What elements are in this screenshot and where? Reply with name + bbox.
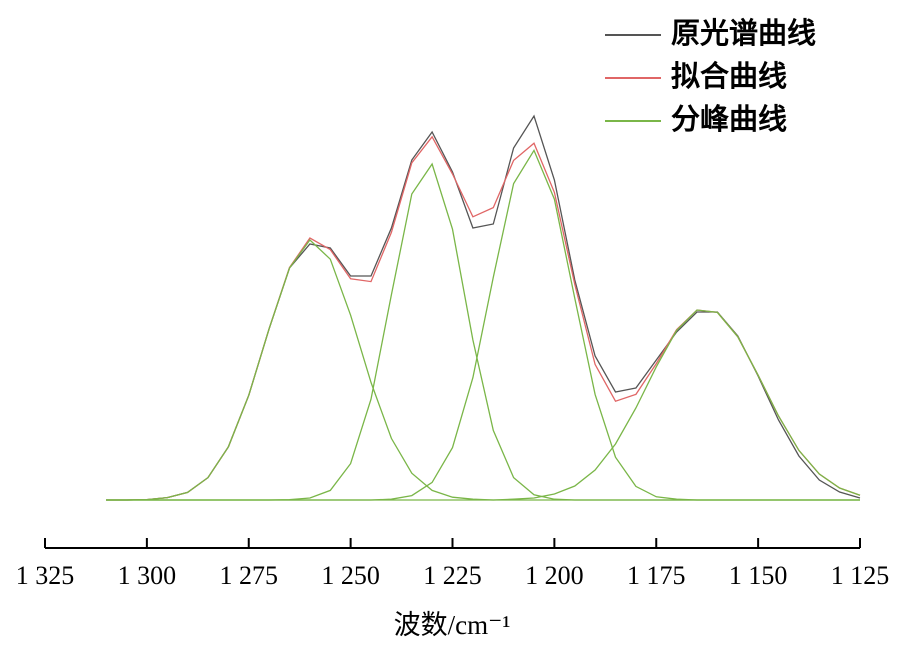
x-tick-label: 1 250 (321, 561, 380, 590)
series-line (106, 162, 860, 501)
series-line (106, 148, 860, 501)
x-tick-label: 1 300 (118, 561, 177, 590)
x-tick-label: 1 125 (831, 561, 890, 590)
series-line (106, 239, 860, 501)
series-line (106, 135, 861, 501)
x-axis-label: 波数/cm⁻¹ (394, 610, 511, 640)
x-tick-label: 1 200 (525, 561, 584, 590)
x-tick-label: 1 275 (220, 561, 279, 590)
legend-label: 原光谱曲线 (671, 16, 816, 50)
x-tick-label: 1 325 (16, 561, 75, 590)
series-line (106, 114, 861, 501)
x-tick-label: 1 175 (627, 561, 686, 590)
legend-label: 分峰曲线 (671, 102, 787, 136)
x-tick-label: 1 150 (729, 561, 788, 590)
series-line (106, 309, 861, 501)
x-tick-label: 1 225 (423, 561, 482, 590)
legend-label: 拟合曲线 (671, 59, 787, 93)
